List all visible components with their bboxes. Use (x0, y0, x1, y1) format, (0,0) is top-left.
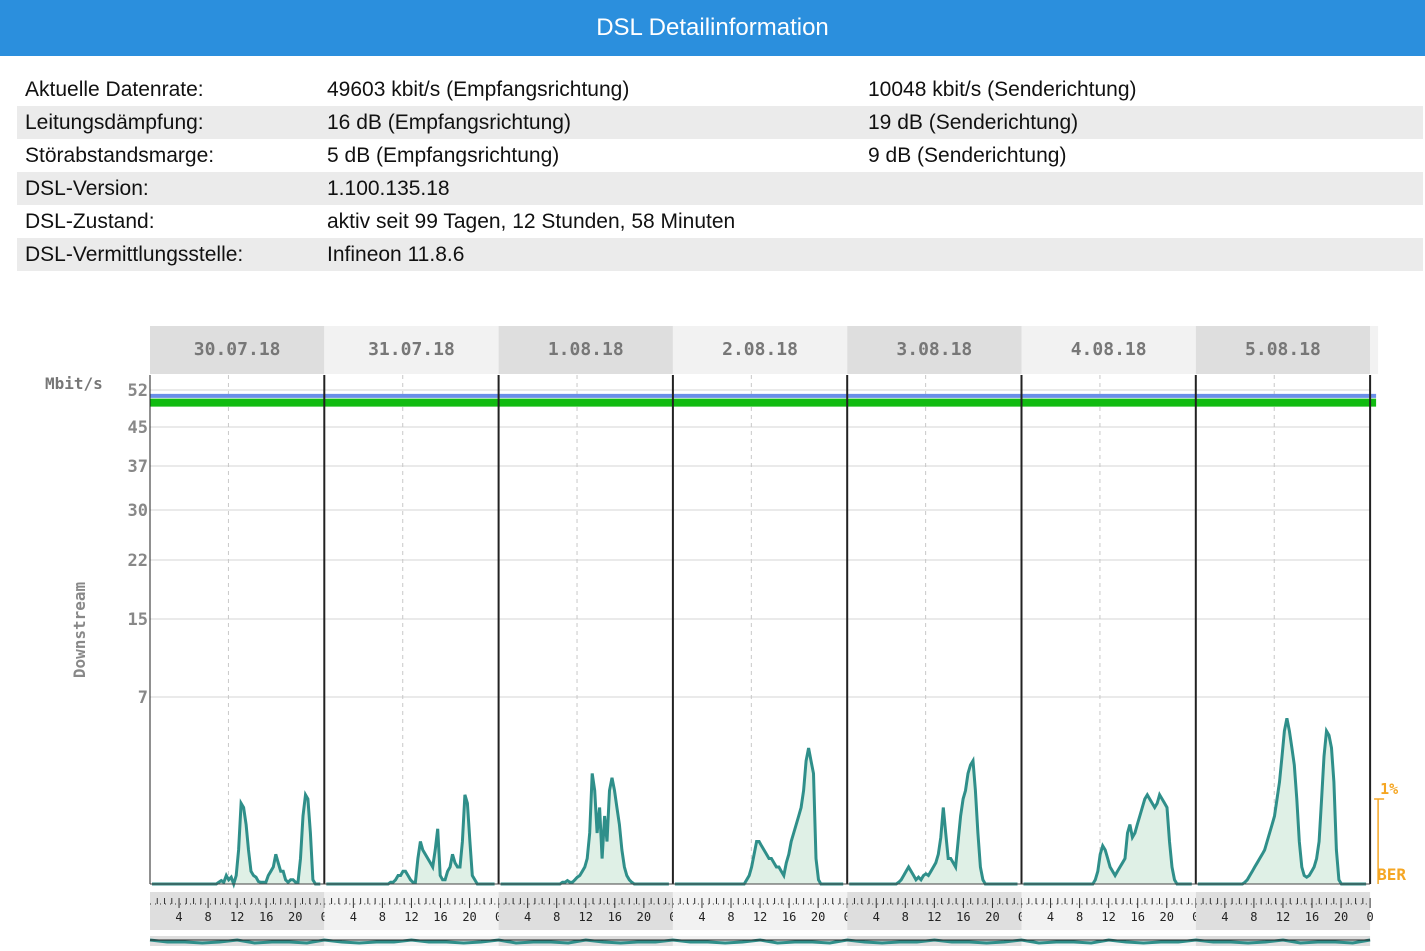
hour-label: 8 (1250, 910, 1257, 924)
hour-label: 12 (579, 910, 593, 924)
hour-label: 12 (927, 910, 941, 924)
hour-label: 16 (1305, 910, 1319, 924)
hour-label: 16 (433, 910, 447, 924)
day-label: 5.08.18 (1245, 339, 1321, 360)
ber-max-label: 1% (1380, 780, 1398, 798)
day-header-cell (1195, 326, 1371, 374)
hour-label: 4 (175, 910, 182, 924)
page-title: DSL Detailinformation (596, 14, 829, 41)
hour-label: 4 (1221, 910, 1228, 924)
y-tick-label: 30 (128, 501, 148, 521)
row-downstream-value: Infineon 11.8.6 (327, 238, 868, 271)
hour-label: 16 (956, 910, 970, 924)
hour-label: 16 (608, 910, 622, 924)
page-header: DSL Detailinformation (0, 0, 1425, 56)
hour-label: 20 (811, 910, 825, 924)
day-label: 1.08.18 (548, 339, 624, 360)
hour-label: 12 (1276, 910, 1290, 924)
hour-label: 12 (404, 910, 418, 924)
table-row: Aktuelle Datenrate: 49603 kbit/s (Empfan… (17, 73, 1423, 106)
row-upstream-value (868, 205, 1423, 238)
day-header-cell (847, 326, 1022, 374)
ber-area (1023, 794, 1192, 884)
row-label: Störabstandsmarge: (25, 143, 215, 167)
hour-label: 20 (637, 910, 651, 924)
hour-label: 8 (553, 910, 560, 924)
y-axis-label: Downstream (70, 581, 89, 678)
dsl-info-table: Aktuelle Datenrate: 49603 kbit/s (Empfan… (17, 73, 1423, 271)
day-header-cell (1021, 326, 1196, 374)
plot-area (150, 375, 1371, 884)
hour-label: 8 (379, 910, 386, 924)
hour-label: 20 (1334, 910, 1348, 924)
hour-label: 20 (1160, 910, 1174, 924)
hour-label: 12 (1101, 910, 1115, 924)
y-tick-label: 37 (128, 457, 148, 477)
hour-label: 16 (782, 910, 796, 924)
ber-area (674, 748, 844, 884)
row-upstream-value: 10048 kbit/s (Senderichtung) (868, 77, 1137, 101)
row-upstream-value: 19 dB (Senderichtung) (868, 106, 1423, 139)
row-label: DSL-Zustand: (25, 209, 155, 233)
row-label: DSL-Version: (17, 172, 327, 205)
hour-label: 0 (1366, 910, 1373, 924)
row-upstream-value (868, 172, 1423, 205)
y-unit-label: Mbit/s (45, 374, 103, 393)
day-header-cell (672, 326, 848, 374)
row-downstream-value: 1.100.135.18 (327, 172, 868, 205)
day-label: 3.08.18 (896, 339, 972, 360)
y-tick-label: 45 (128, 418, 148, 438)
hour-label: 4 (698, 910, 705, 924)
hour-label: 8 (1076, 910, 1083, 924)
y-tick-label: 52 (128, 381, 148, 401)
row-upstream-value: 9 dB (Senderichtung) (868, 143, 1067, 167)
hour-label: 4 (1047, 910, 1054, 924)
day-label: 4.08.18 (1071, 339, 1147, 360)
hour-label: 20 (985, 910, 999, 924)
table-row: Leitungsdämpfung: 16 dB (Empfangsrichtun… (17, 106, 1423, 139)
day-header-cell (498, 326, 673, 374)
hour-label: 8 (204, 910, 211, 924)
row-label: Leitungsdämpfung: (17, 106, 327, 139)
hour-label: 4 (524, 910, 531, 924)
hour-label: 8 (727, 910, 734, 924)
hour-label: 8 (902, 910, 909, 924)
row-downstream-value: 5 dB (Empfangsrichtung) (327, 143, 560, 167)
table-row: DSL-Version: 1.100.135.18 (17, 172, 1423, 205)
hour-label: 16 (1130, 910, 1144, 924)
downstream-chart: 30.07.18 31.07.18 1.08.18 2.08.18 3.08.18 4.0… (0, 300, 1425, 946)
y-tick-label: 22 (128, 551, 148, 571)
ber-area (152, 794, 321, 884)
downstream-chart-svg: 30.07.18 31.07.18 1.08.18 2.08.18 3.08.18 4.0… (45, 326, 1406, 946)
row-label: DSL-Vermittlungsstelle: (17, 238, 327, 271)
y-tick-label: 15 (128, 610, 148, 630)
hour-label: 16 (259, 910, 273, 924)
hour-label: 12 (230, 910, 244, 924)
ber-label: BER (1377, 865, 1406, 884)
day-label: 31.07.18 (368, 339, 455, 360)
day-header-cell (150, 326, 325, 374)
row-downstream-value: aktiv seit 99 Tagen, 12 Stunden, 58 Minu… (327, 209, 736, 233)
row-upstream-value (868, 238, 1423, 271)
table-row: DSL-Vermittlungsstelle: Infineon 11.8.6 (17, 238, 1423, 271)
day-header-cell (324, 326, 499, 374)
row-label: Aktuelle Datenrate: (25, 77, 204, 101)
day-label: 2.08.18 (722, 339, 798, 360)
table-row: DSL-Zustand: aktiv seit 99 Tagen, 12 Stu… (17, 205, 1423, 238)
hour-label: 4 (873, 910, 880, 924)
hour-label: 4 (350, 910, 357, 924)
day-header-cell (1370, 326, 1379, 374)
hour-label: 20 (462, 910, 476, 924)
hour-label: 20 (288, 910, 302, 924)
row-downstream-value: 49603 kbit/s (Empfangsrichtung) (327, 77, 630, 101)
hour-label: 12 (753, 910, 767, 924)
day-label: 30.07.18 (194, 339, 281, 360)
y-tick-label: 7 (138, 688, 148, 708)
row-downstream-value: 16 dB (Empfangsrichtung) (327, 106, 868, 139)
table-row: Störabstandsmarge: 5 dB (Empfangsrichtun… (17, 139, 1423, 172)
